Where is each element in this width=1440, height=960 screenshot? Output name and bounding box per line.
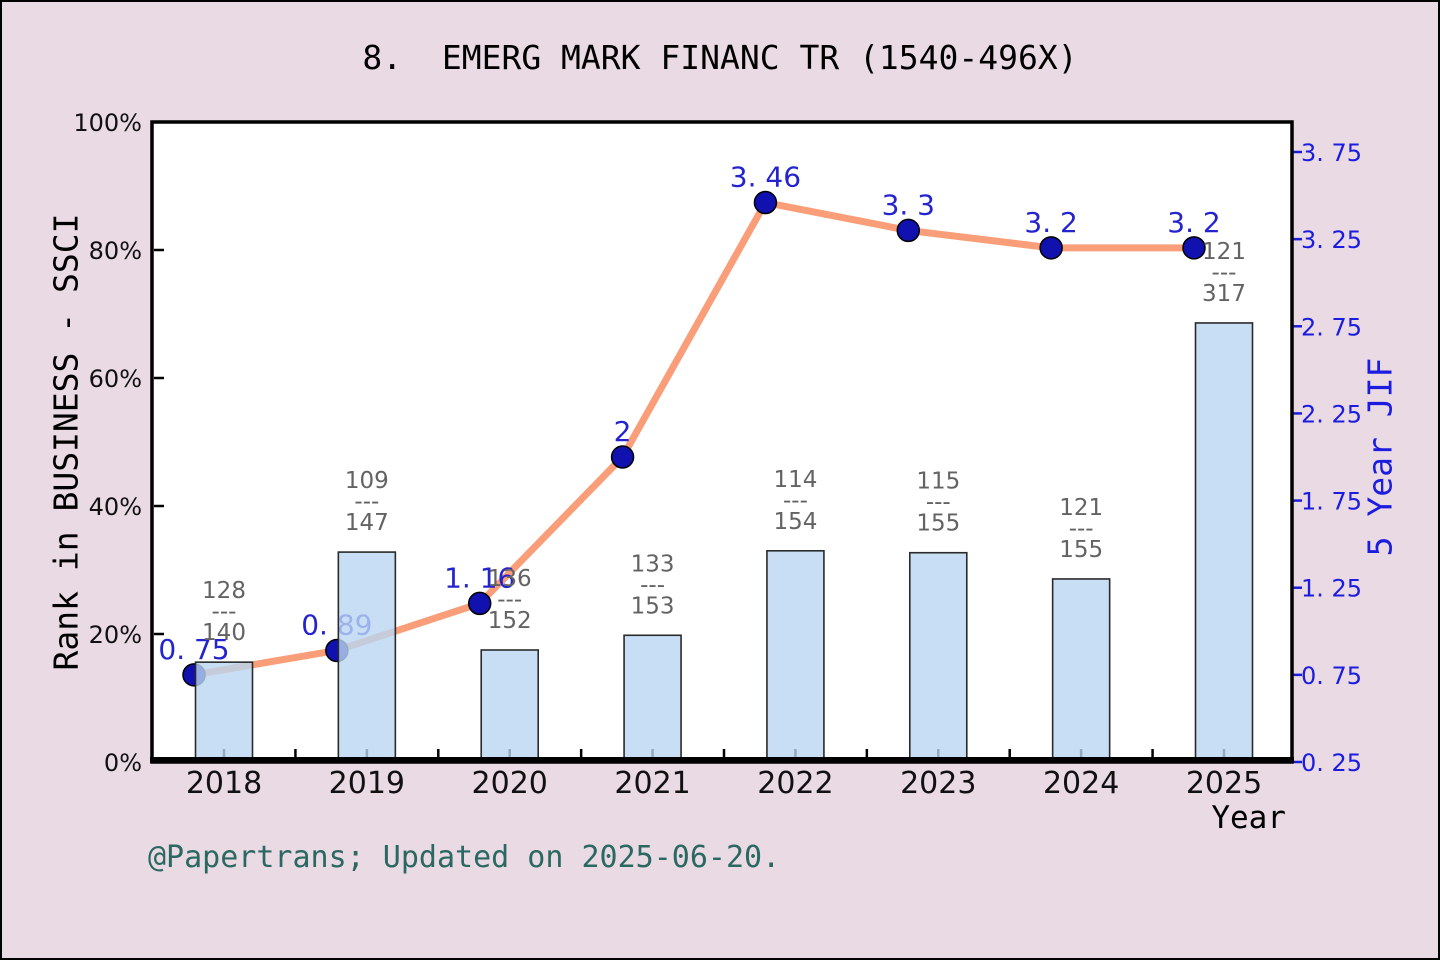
x-tick-label: 2018 [186,766,262,801]
x-tick-label: 2024 [1043,766,1119,801]
rank-fraction-denominator: 317 [1202,281,1246,307]
right-tick-label: 2. 75 [1301,313,1362,341]
rank-fraction-numerator: 128 [202,578,246,604]
jif-value-label: 1. 16 [444,561,515,594]
left-tick-label: 20% [89,621,142,649]
chart-title: 8. EMERG MARK FINANC TR (1540-496X) [362,38,1078,77]
jif-value-label: 3. 46 [730,161,801,194]
watermark-text: @Papertrans; Updated on 2025-06-20. [148,840,781,875]
rank-bar [1194,322,1254,763]
jif-dot [1182,236,1206,260]
x-tick-label: 2023 [900,766,976,801]
x-axis-title: Year [1211,800,1286,836]
rank-fraction-denominator: 140 [202,620,246,646]
rank-fraction-denominator: 154 [773,509,817,535]
x-tick-label: 2022 [757,766,833,801]
rank-bar [766,549,825,763]
rank-fraction-denominator: 152 [488,608,532,634]
jif-value-label: 3. 2 [1167,206,1220,239]
right-axis-title: 5 Year JIF [1360,357,1400,557]
left-tick-label: 100% [73,109,142,137]
right-tick-label: 3. 75 [1301,139,1362,167]
rank-fraction-divider: --- [640,572,665,598]
rank-fraction-numerator: 133 [631,551,675,577]
jif-dot [896,218,921,243]
jif-dot [753,190,778,215]
jif-value-label: 3. 2 [1024,206,1077,239]
right-tick-label: 1. 75 [1301,488,1362,516]
left-tick-label: 40% [89,493,142,521]
plot-background [152,122,1292,762]
left-tick-label: 60% [89,365,142,393]
rank-fraction-denominator: 153 [631,593,675,619]
rank-fraction-denominator: 155 [1059,537,1103,563]
rank-fraction-divider: --- [1069,516,1094,542]
right-tick-label: 3. 25 [1301,226,1362,254]
jif-value-label: 3. 3 [882,188,935,221]
jif-dot [467,591,492,616]
rank-bar [194,661,254,763]
rank-bar [480,649,540,763]
x-tick-label: 2020 [472,766,548,801]
rank-fraction-denominator: 155 [916,511,960,537]
right-tick-label: 1. 25 [1301,575,1362,603]
rank-fraction-divider: --- [1212,260,1237,286]
rank-bar [1051,578,1111,763]
rank-fraction-numerator: 136 [488,566,532,592]
rank-fraction-numerator: 121 [1202,239,1246,265]
rank-fraction-divider: --- [212,599,237,625]
jif-value-label: 2 [614,415,632,448]
rank-fraction-divider: --- [354,489,379,515]
jif-value-label: 0. 75 [158,633,229,666]
rank-fraction-divider: --- [926,490,951,516]
right-tick-label: 2. 25 [1301,400,1362,428]
rank-fraction-divider: --- [783,488,808,514]
rank-fraction-numerator: 109 [345,468,389,494]
rank-fraction-numerator: 114 [773,467,817,493]
x-tick-label: 2019 [329,766,405,801]
rank-fraction-numerator: 121 [1059,495,1103,521]
x-tick-label: 2021 [614,766,690,801]
rank-bar [908,551,968,763]
left-tick-label: 80% [89,237,142,265]
left-axis-title: Rank in BUSINESS - SSCI [46,213,86,671]
jif-dot [1039,236,1063,260]
x-tick-label: 2025 [1186,766,1262,801]
jif-dot [610,445,635,469]
rank-fraction-denominator: 147 [345,510,389,536]
rank-bar [337,551,397,763]
rank-fraction-numerator: 115 [916,469,960,495]
rank-bar [623,634,682,763]
left-tick-label: 0% [104,749,142,777]
right-tick-label: 0. 75 [1301,662,1362,690]
rank-fraction-divider: --- [497,587,522,613]
right-tick-label: 0. 25 [1301,749,1362,777]
